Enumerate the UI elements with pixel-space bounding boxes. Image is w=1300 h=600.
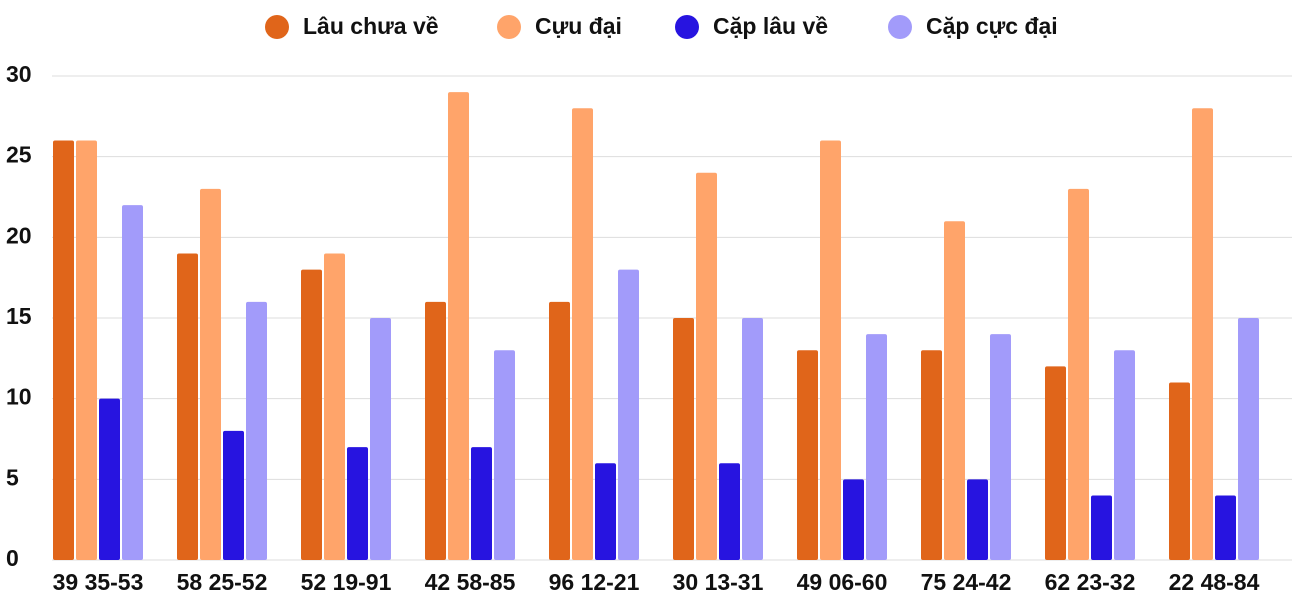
bar xyxy=(742,318,763,560)
bar xyxy=(324,253,345,560)
bar xyxy=(1091,495,1112,560)
bar xyxy=(53,140,74,561)
bar xyxy=(177,253,198,560)
bar xyxy=(797,350,818,560)
bar xyxy=(921,350,942,560)
y-tick-label: 5 xyxy=(6,464,19,490)
bar xyxy=(1068,188,1089,560)
bar xyxy=(200,188,221,560)
bar xyxy=(1114,350,1135,560)
y-tick-label: 0 xyxy=(6,545,19,571)
x-tick-label: 58 25-52 xyxy=(177,569,268,595)
bar xyxy=(944,221,965,560)
bar xyxy=(471,447,492,560)
x-tick-label: 75 24-42 xyxy=(921,569,1012,595)
bar xyxy=(223,430,244,560)
bar xyxy=(99,398,120,560)
bar xyxy=(1045,366,1066,560)
x-tick-label: 30 13-31 xyxy=(673,569,764,595)
bar xyxy=(549,301,570,560)
legend-swatch xyxy=(675,15,699,39)
bar xyxy=(425,301,446,560)
legend-label: Lâu chưa về xyxy=(303,13,439,39)
bar xyxy=(719,463,740,560)
x-tick-label: 22 48-84 xyxy=(1169,569,1260,595)
bar xyxy=(967,479,988,560)
x-tick-label: 96 12-21 xyxy=(549,569,640,595)
legend-swatch xyxy=(265,15,289,39)
bar xyxy=(246,301,267,560)
bar xyxy=(990,334,1011,560)
x-tick-label: 49 06-60 xyxy=(797,569,888,595)
x-tick-label: 52 19-91 xyxy=(301,569,392,595)
bar xyxy=(1215,495,1236,560)
bar xyxy=(1238,318,1259,560)
bar xyxy=(866,334,887,560)
bar xyxy=(572,108,593,561)
x-tick-label: 42 58-85 xyxy=(425,569,516,595)
bar xyxy=(370,318,391,560)
y-tick-label: 10 xyxy=(6,384,32,410)
x-tick-label: 62 23-32 xyxy=(1045,569,1136,595)
y-tick-label: 30 xyxy=(6,61,32,87)
y-tick-label: 15 xyxy=(6,303,32,329)
legend-swatch xyxy=(497,15,521,39)
legend-label: Cựu đại xyxy=(535,13,622,39)
bar xyxy=(76,140,97,561)
bar xyxy=(1192,108,1213,561)
legend-label: Cặp cực đại xyxy=(926,13,1058,39)
legend-label: Cặp lâu về xyxy=(713,13,828,39)
bar xyxy=(301,269,322,560)
bar xyxy=(820,140,841,561)
legend-swatch xyxy=(888,15,912,39)
bar xyxy=(347,447,368,560)
x-tick-label: 39 35-53 xyxy=(53,569,144,595)
bar xyxy=(494,350,515,560)
bar xyxy=(1169,382,1190,560)
bar xyxy=(696,172,717,561)
y-tick-label: 25 xyxy=(6,142,32,168)
bar xyxy=(122,205,143,561)
bar xyxy=(595,463,616,560)
bar xyxy=(843,479,864,560)
y-tick-label: 20 xyxy=(6,222,32,248)
bar xyxy=(618,269,639,560)
bar xyxy=(673,318,694,560)
bar xyxy=(448,92,469,560)
